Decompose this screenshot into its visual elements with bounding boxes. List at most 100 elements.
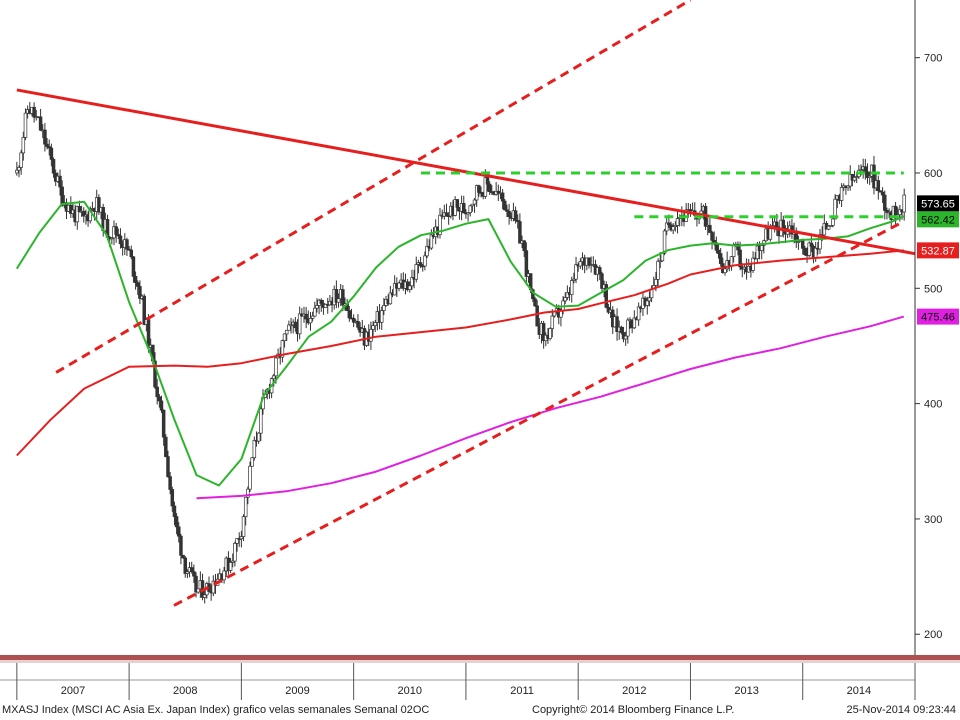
candle-body [503,200,507,211]
candle-body [541,323,546,342]
candle-body [518,221,522,244]
candle-body [598,267,602,275]
candle-body [878,190,883,193]
candle-body [388,292,393,305]
candle-body [116,234,121,237]
candle-body [846,185,850,189]
moving-average-line-3 [196,315,905,500]
candle-body [185,571,190,574]
candle-body [664,222,669,232]
candle-body [533,298,537,307]
footer-copyright: Copyright© 2014 Bloomberg Finance L.P. [532,704,735,716]
candle-body [336,298,341,303]
candle-body [75,206,80,223]
candle-body [252,439,257,459]
candle-body [142,295,146,325]
candle-body [397,282,401,289]
candle-body [17,167,21,171]
y-tick-label: 300 [924,514,942,526]
candle-body [155,386,159,398]
candle-body [859,169,863,172]
candle-body [731,245,736,258]
y-axis: 200 300 400 500 600 700 [914,0,942,655]
candle-body [736,243,740,251]
candle-body [867,175,872,178]
candle-body [455,199,460,208]
candle-body [852,177,857,181]
candle-body [513,210,518,221]
candle-body [45,143,49,147]
candle-body [796,241,801,243]
candle-body [800,239,805,249]
candle-body [716,249,721,254]
candle-body [235,538,239,544]
candle-body [548,328,552,339]
last-value-tag-bg [917,195,959,212]
candle-body [839,187,844,201]
candle-body [468,205,472,213]
candle-body [125,239,129,250]
chart-background [0,0,960,702]
candle-body [619,326,624,333]
candle-body [19,152,23,168]
candle-body [604,284,609,308]
candle-body [351,317,356,323]
candle-body [723,268,727,273]
candle-body [826,225,831,230]
candle-body [818,234,822,250]
candle-body [172,505,177,517]
candle-body [718,253,723,264]
candle-body [284,329,289,335]
candle-body [194,575,198,593]
candle-body [230,560,235,563]
candle-body [379,310,384,323]
y-tick-label: 200 [924,629,942,641]
footer-timestamp: 25-Nov-2014 09:23:44 [846,704,956,716]
chart-footer: MXASJ Index (MSCI AC Asia Ex. Japan Inde… [0,702,960,720]
y-tick-label: 700 [924,53,942,65]
candle-body [297,313,302,335]
candle-body [831,218,835,226]
candle-body [248,465,252,490]
candle-body [708,224,712,233]
candle-body [369,328,373,342]
candle-body [228,562,233,571]
candle-body [645,300,650,306]
y-tick-label: 600 [924,168,942,180]
candle-body [256,432,261,442]
trendline-dashed-3 [173,220,905,607]
candle-body [211,580,216,594]
x-axis-band [0,655,960,660]
candle-body [308,318,313,324]
candle-body [293,321,298,329]
candle-body [477,185,481,193]
candle-body [118,235,123,245]
candle-body [32,106,36,118]
x-axis-band-light [0,660,960,663]
last-value-labels: 573.65 562.42 532.87 475.46 [917,195,959,325]
candle-body [239,536,244,540]
candle-body [615,316,619,332]
candle-body [522,240,526,252]
last-value-tag: 573.65 [917,195,959,212]
candle-body [809,242,814,247]
candle-body [470,203,475,207]
candle-body [243,496,248,517]
candle-body [233,543,237,562]
candle-body [341,289,345,306]
candle-body [876,180,881,192]
candle-body [673,225,678,228]
candle-body [474,185,479,201]
trendlines [16,0,916,607]
candle-body [755,245,760,260]
candle-body [146,319,151,348]
candle-body [472,199,477,205]
x-tick-label: 2008 [173,685,197,697]
candle-body [833,198,837,220]
candle-body [829,225,833,227]
candle-body [854,176,859,178]
moving-average-lines [15,200,905,500]
last-value-tag-bg [917,211,959,228]
candle-body [462,202,466,214]
